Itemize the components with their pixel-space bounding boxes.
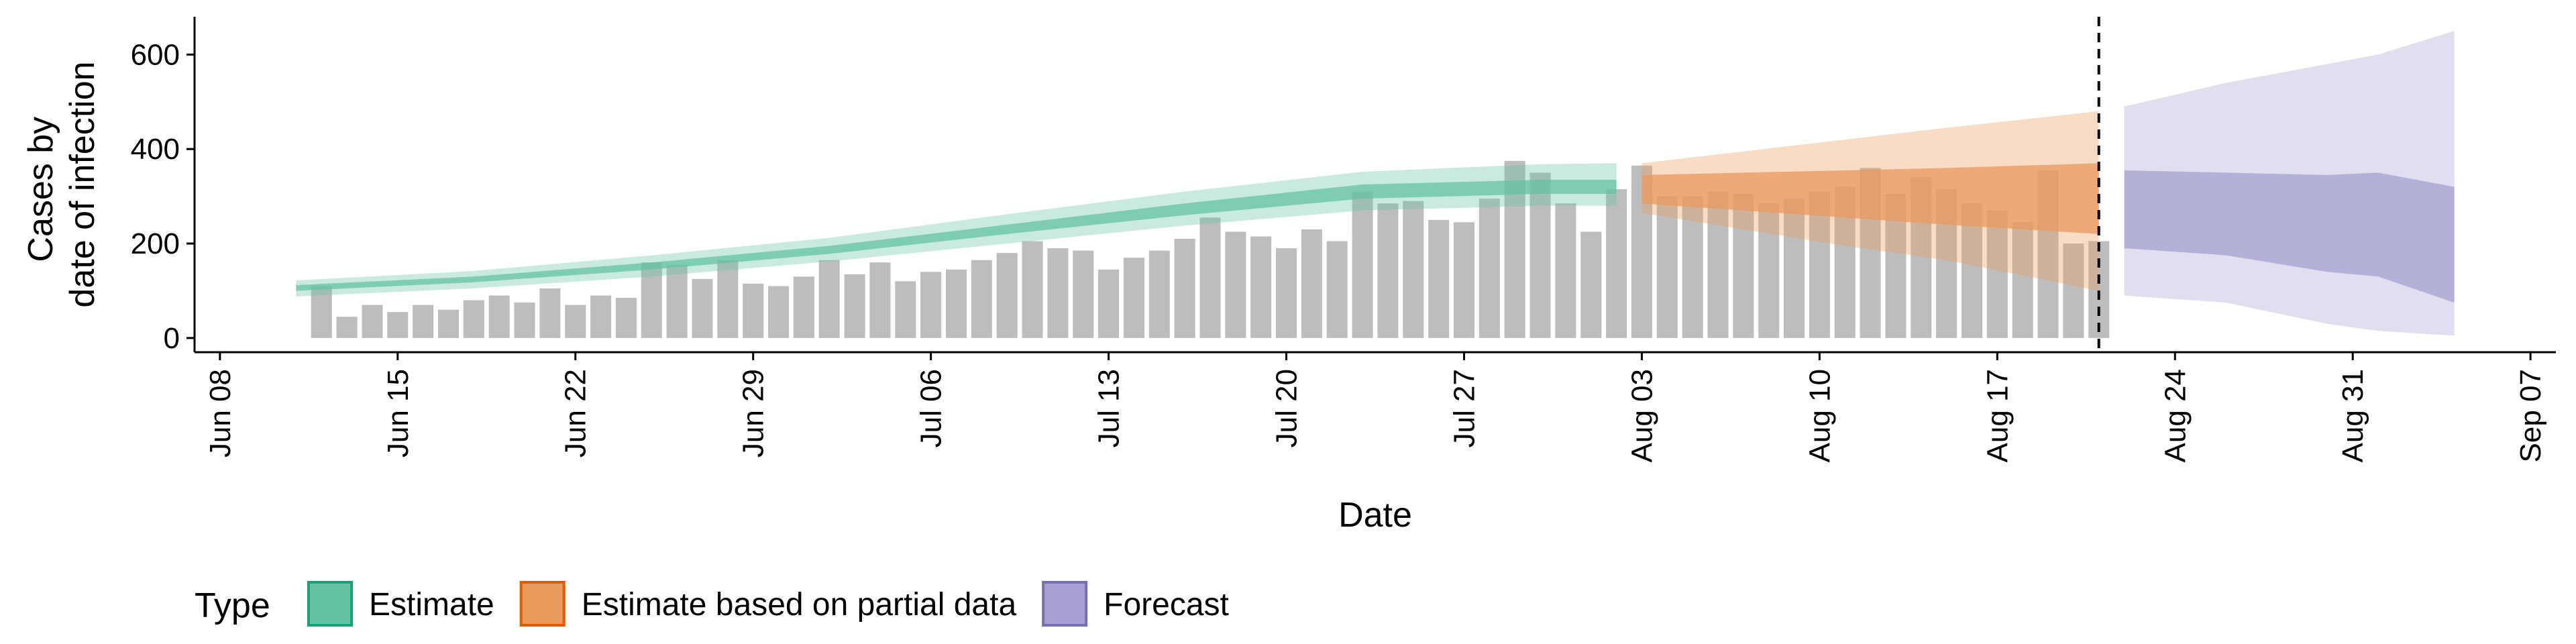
- case-bar: [514, 303, 535, 338]
- case-bar: [1428, 219, 1450, 338]
- case-bar: [590, 295, 612, 338]
- case-bar: [1555, 203, 1576, 338]
- axes: 0 200 400 600 Jun 08 Jun 15 Jun 22 Jun 29 Jul 06…: [131, 17, 2556, 462]
- x-tick-label: Aug 03: [1625, 369, 1658, 462]
- x-tick-label: Aug 24: [2159, 369, 2192, 462]
- case-bar: [1758, 203, 1780, 338]
- case-bar: [1225, 231, 1246, 338]
- case-bar: [615, 298, 637, 338]
- case-bar: [1123, 258, 1144, 338]
- case-bar: [362, 305, 383, 338]
- case-bar: [1986, 210, 2008, 338]
- case-bar: [743, 283, 764, 338]
- x-tick-label: Jul 27: [1448, 369, 1481, 447]
- case-bar: [1733, 194, 1754, 338]
- ribbon-inner-forecast: [2124, 170, 2455, 303]
- x-tick-label: Jun 15: [382, 369, 415, 458]
- case-bar: [895, 281, 916, 338]
- case-bar: [1656, 196, 1678, 338]
- case-bar: [1707, 191, 1729, 338]
- case-bar: [2012, 222, 2033, 338]
- case-bar: [692, 278, 713, 338]
- legend-key-1: [307, 581, 353, 627]
- y-tick-label: 600: [131, 38, 180, 71]
- case-bar: [463, 300, 484, 338]
- case-bar: [641, 262, 662, 338]
- x-tick-label: Aug 10: [1803, 369, 1836, 462]
- y-axis-title: Cases by date of infection: [21, 61, 102, 307]
- case-bar: [869, 262, 891, 338]
- ribbon-inner-estimate: [296, 180, 1617, 291]
- legend-key-2: [519, 581, 566, 627]
- case-bar: [1352, 191, 1373, 338]
- case-bar: [2088, 241, 2110, 338]
- ribbon-inner-estimate-based-on-partial-data: [1642, 163, 2099, 234]
- case-bar: [844, 274, 865, 338]
- case-bar: [1377, 203, 1399, 338]
- case-bar: [539, 288, 561, 338]
- case-bar: [1529, 172, 1551, 338]
- case-bar: [818, 260, 840, 338]
- case-bar: [1326, 241, 1348, 338]
- case-bar: [1479, 199, 1500, 338]
- case-bar: [1606, 189, 1627, 338]
- case-bar: [1047, 248, 1069, 338]
- case-bar: [1682, 196, 1703, 338]
- x-tick-label: Jun 22: [559, 369, 592, 458]
- legend-key-3: [1042, 581, 1088, 627]
- case-bar: [565, 305, 586, 338]
- case-bar: [1174, 238, 1195, 338]
- x-tick-label: Jul 20: [1271, 369, 1303, 447]
- case-bar: [1580, 231, 1602, 338]
- case-bar: [387, 312, 409, 338]
- legend-label-1: Estimate: [369, 587, 494, 623]
- case-bar: [1098, 269, 1120, 338]
- case-bar: [945, 269, 967, 338]
- x-tick-label: Aug 17: [1981, 369, 2014, 462]
- case-bar: [996, 253, 1018, 338]
- y-tick-label: 0: [164, 322, 180, 355]
- case-bar: [488, 295, 510, 338]
- case-bar: [1250, 236, 1272, 338]
- case-bar: [437, 309, 460, 338]
- case-bar: [1453, 222, 1474, 338]
- y-tick-label: 400: [131, 133, 180, 166]
- y-tick-label: 200: [131, 227, 180, 260]
- x-tick-label: Jun 29: [737, 369, 770, 458]
- legend: Type Estimate Estimate based on partial d…: [195, 581, 1229, 627]
- x-tick-label: Jun 08: [204, 369, 237, 458]
- case-bar: [2063, 244, 2084, 338]
- y-axis-title-line-2: date of infection: [63, 61, 102, 307]
- case-bar: [971, 260, 992, 338]
- case-bar: [1022, 241, 1043, 338]
- case-bar: [413, 305, 434, 338]
- legend-title: Type: [195, 586, 270, 625]
- case-bar: [1403, 201, 1424, 338]
- case-bar: [1783, 199, 1805, 338]
- y-axis-title-line-1: Cases by: [21, 117, 60, 262]
- case-bar: [1148, 250, 1170, 338]
- case-bar: [311, 286, 332, 338]
- case-bar: [1301, 229, 1322, 338]
- x-tick-label: Sep 07: [2514, 369, 2547, 462]
- legend-label-2: Estimate based on partial data: [582, 587, 1017, 623]
- case-bar: [1276, 248, 1297, 338]
- x-axis-title: Date: [1338, 496, 1412, 535]
- case-bar: [768, 286, 790, 338]
- case-bar: [793, 276, 814, 338]
- x-tick-label: Aug 31: [2337, 369, 2369, 462]
- plot-area: [296, 17, 2455, 352]
- case-bar: [666, 264, 688, 338]
- case-bar: [920, 272, 942, 338]
- legend-label-3: Forecast: [1104, 587, 1229, 623]
- x-tick-label: Jul 13: [1093, 369, 1126, 447]
- case-bar: [1073, 250, 1094, 338]
- case-bar: [717, 260, 739, 338]
- case-bar: [336, 317, 358, 338]
- x-tick-label: Jul 06: [915, 369, 948, 447]
- case-bar: [1199, 217, 1221, 338]
